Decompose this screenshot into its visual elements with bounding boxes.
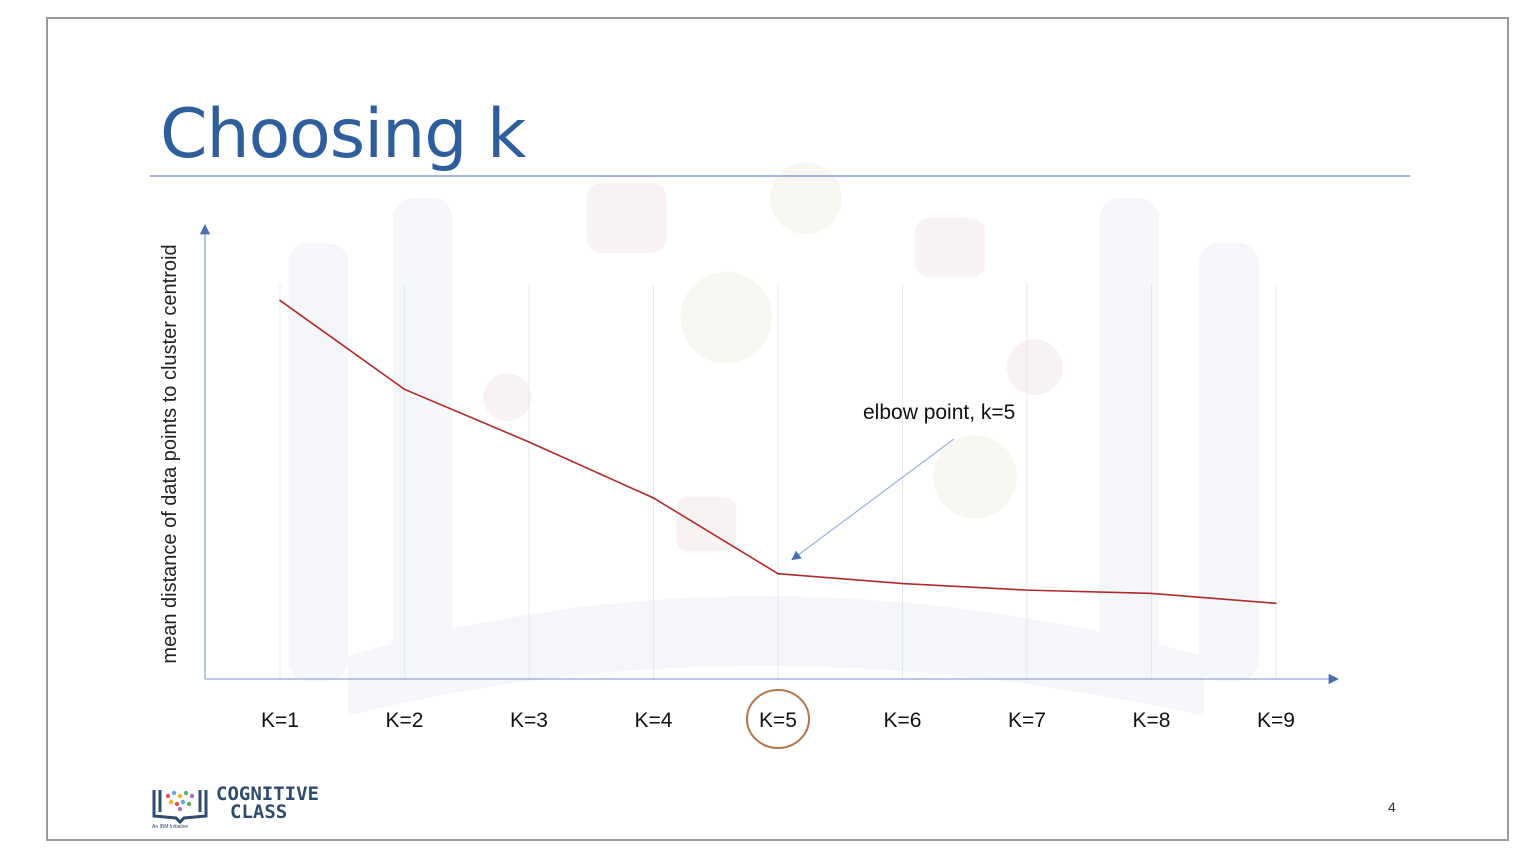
- cognitive-class-logo: An IBM Initiative COGNITIVE CLASS: [150, 783, 320, 831]
- annotation-layer: elbow point, k=5: [791, 401, 1015, 561]
- logo-tagline: An IBM Initiative: [152, 824, 188, 830]
- elbow-chart: mean distance of data points to cluster …: [159, 223, 1340, 749]
- data-point-k5: [777, 572, 779, 575]
- y-axis-label: mean distance of data points to cluster …: [159, 244, 181, 663]
- x-tick-label: K=8: [1133, 709, 1171, 732]
- vertical-gridlines: [279, 284, 1277, 679]
- x-tick-label: K=9: [1257, 709, 1295, 732]
- annotation-arrow: [791, 438, 955, 561]
- x-tick-label: K=6: [884, 709, 922, 732]
- book-icon: An IBM Initiative: [152, 790, 208, 830]
- slide: Choosing k mean distance of data points …: [46, 17, 1509, 841]
- x-tick-label: K=5: [759, 709, 797, 732]
- data-point-k9: [1275, 602, 1277, 605]
- data-point-k1: [279, 299, 281, 302]
- logo-line-1: COGNITIVE: [216, 783, 319, 805]
- x-tick-labels: K=1 K=2 K=3 K=4 K=5 K=6 K=7 K=8 K=9: [261, 689, 1295, 749]
- x-tick-label: K=3: [510, 709, 548, 732]
- data-point-k6: [901, 582, 904, 585]
- data-point-k2: [403, 388, 406, 391]
- x-tick-label: K=1: [261, 709, 299, 732]
- logo-line-2: CLASS: [230, 801, 288, 823]
- annotation-label: elbow point, k=5: [863, 401, 1015, 424]
- x-tick-label: K=4: [635, 709, 673, 732]
- data-point-k8: [1150, 592, 1153, 595]
- k5-highlight-circle: [746, 689, 810, 749]
- data-point-k3: [528, 441, 530, 443]
- data-point-k7: [1026, 589, 1028, 591]
- title-divider: [150, 175, 1410, 177]
- data-point-k4: [652, 497, 655, 499]
- slide-title: Choosing k: [160, 95, 526, 174]
- x-tick-label: K=7: [1008, 709, 1046, 732]
- page-number: 4: [1388, 799, 1396, 815]
- watermark-background: [288, 162, 1259, 716]
- x-tick-label: K=2: [386, 709, 424, 732]
- series-layer: [279, 299, 1277, 605]
